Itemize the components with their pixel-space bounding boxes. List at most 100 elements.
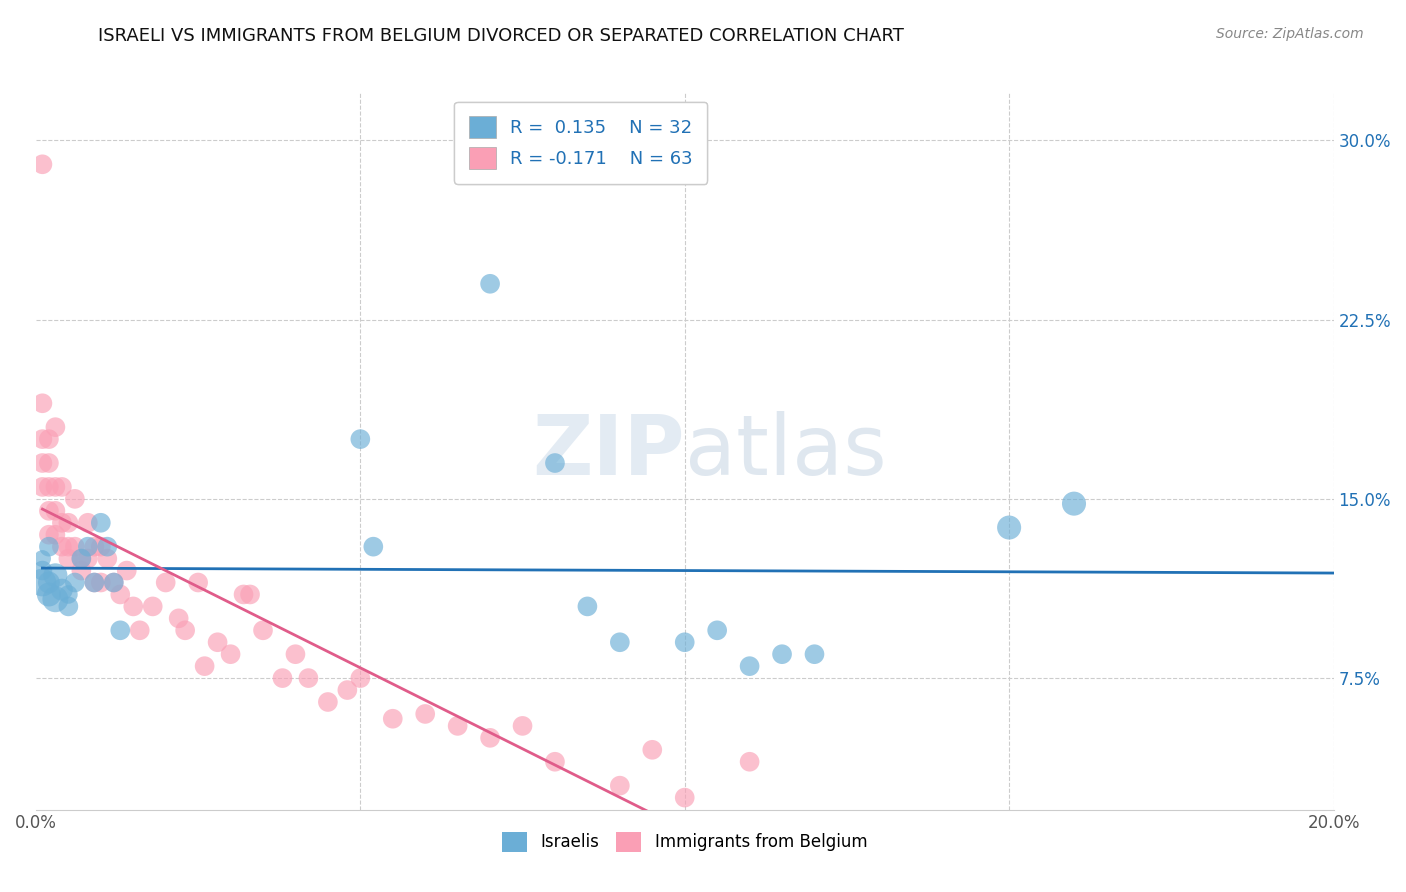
Point (31, 551, 53, 566)
Point (90, 575, 112, 590)
Point (103, 575, 125, 590)
Point (738, 659, 761, 673)
Point (1063, 497, 1085, 511)
Point (219, 647, 242, 661)
Point (31, 432, 53, 446)
Point (103, 575, 125, 590)
Point (349, 671, 371, 685)
Point (284, 647, 307, 661)
Legend: R =  0.135    N = 32, R = -0.171    N = 63: R = 0.135 N = 32, R = -0.171 N = 63 (454, 102, 707, 184)
Point (803, 647, 825, 661)
Point (512, 719, 534, 733)
Point (76, 551, 98, 566)
Point (38, 480, 60, 494)
Point (363, 540, 385, 554)
Point (207, 635, 229, 649)
Point (31, 456, 53, 470)
Point (76, 540, 98, 554)
Point (58, 516, 80, 530)
Point (44, 480, 66, 494)
Point (31, 575, 53, 590)
Point (770, 647, 793, 661)
Point (51, 540, 73, 554)
Point (544, 755, 567, 769)
Point (446, 719, 468, 733)
Point (609, 635, 631, 649)
Point (38, 432, 60, 446)
Point (38, 504, 60, 518)
Point (479, 731, 502, 745)
Text: ISRAELI VS IMMIGRANTS FROM BELGIUM DIVORCED OR SEPARATED CORRELATION CHART: ISRAELI VS IMMIGRANTS FROM BELGIUM DIVOR… (98, 27, 904, 45)
Point (544, 456, 567, 470)
Point (58, 551, 80, 566)
Point (76, 516, 98, 530)
Point (38, 540, 60, 554)
Text: Source: ZipAtlas.com: Source: ZipAtlas.com (1216, 27, 1364, 41)
Point (998, 520, 1021, 534)
Point (90, 516, 112, 530)
Point (336, 683, 359, 698)
Point (187, 575, 209, 590)
Point (31, 480, 53, 494)
Point (349, 432, 371, 446)
Point (83, 575, 105, 590)
Point (96, 540, 118, 554)
Point (110, 624, 132, 638)
Point (70, 551, 93, 566)
Point (83, 540, 105, 554)
Point (38, 527, 60, 541)
Point (44, 568, 66, 582)
Point (673, 790, 696, 805)
Point (115, 564, 138, 578)
Point (96, 551, 118, 566)
Point (51, 582, 73, 597)
Point (194, 659, 217, 673)
Point (51, 480, 73, 494)
Point (44, 420, 66, 434)
Point (110, 587, 132, 601)
Point (381, 712, 404, 726)
Point (44, 592, 66, 607)
Point (174, 624, 197, 638)
Point (58, 540, 80, 554)
Point (44, 527, 66, 541)
Point (297, 671, 319, 685)
Point (38, 575, 60, 590)
Point (576, 599, 599, 614)
Point (51, 516, 73, 530)
Point (63, 575, 86, 590)
Point (479, 277, 502, 291)
Point (609, 779, 631, 793)
Point (167, 611, 190, 625)
Point (58, 587, 80, 601)
Point (70, 564, 93, 578)
Point (673, 635, 696, 649)
Point (31, 396, 53, 410)
Point (83, 575, 105, 590)
Point (142, 599, 165, 614)
Point (155, 575, 177, 590)
Point (641, 743, 664, 757)
Point (413, 706, 436, 721)
Point (58, 599, 80, 614)
Point (271, 671, 294, 685)
Text: ZIP: ZIP (533, 410, 685, 491)
Point (252, 624, 274, 638)
Point (122, 599, 145, 614)
Point (128, 624, 150, 638)
Text: atlas: atlas (685, 410, 886, 491)
Point (31, 564, 53, 578)
Point (63, 540, 86, 554)
Point (232, 587, 254, 601)
Point (38, 587, 60, 601)
Point (44, 504, 66, 518)
Point (90, 540, 112, 554)
Point (70, 551, 93, 566)
Point (316, 695, 339, 709)
Point (239, 587, 262, 601)
Point (38, 456, 60, 470)
Point (63, 491, 86, 506)
Point (706, 624, 728, 638)
Point (31, 157, 53, 171)
Point (738, 755, 761, 769)
